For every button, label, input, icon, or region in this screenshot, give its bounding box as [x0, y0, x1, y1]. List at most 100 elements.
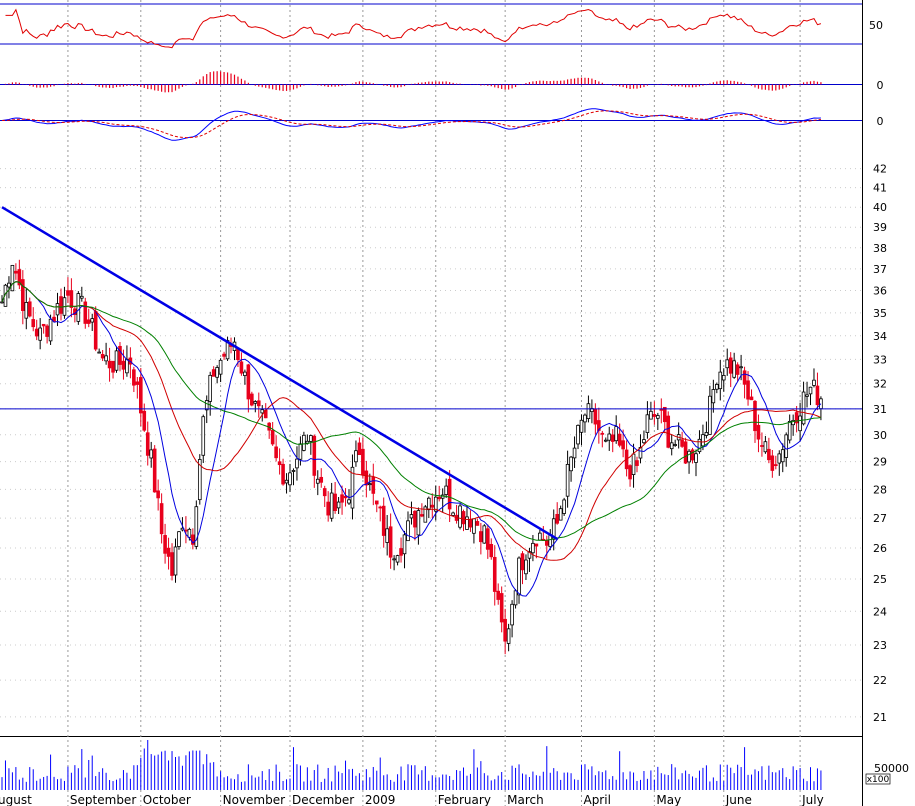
month-label: June	[725, 793, 752, 806]
panel-frames	[0, 0, 863, 806]
candle-body	[156, 490, 160, 499]
candle-body	[607, 433, 612, 441]
price-tick-label: 28	[873, 483, 887, 496]
signal-line	[1, 110, 821, 139]
candle-body	[416, 510, 421, 536]
candle-body	[715, 384, 719, 390]
candle-body	[555, 513, 559, 524]
candle-body	[135, 381, 140, 385]
candle-body	[114, 350, 119, 371]
candle-body	[152, 448, 157, 493]
candle-body	[510, 603, 514, 626]
candle-body	[479, 531, 483, 543]
candle-body	[780, 449, 785, 463]
candle-body	[395, 555, 400, 563]
candle-body	[413, 510, 417, 528]
price-tick-label: 25	[873, 573, 887, 586]
month-label: February	[438, 793, 491, 806]
candle-body	[475, 521, 480, 526]
candle-body	[246, 364, 251, 400]
candle-body	[24, 302, 29, 319]
candle-body	[586, 403, 591, 419]
candle-body	[361, 448, 365, 476]
candle-body	[83, 301, 88, 324]
candle-body	[270, 430, 275, 445]
candle-body	[388, 526, 393, 558]
candle-body	[746, 380, 750, 400]
month-label: April	[583, 793, 610, 806]
candle-body	[80, 295, 84, 299]
rsi-tick-label: 50	[869, 19, 883, 32]
overlays	[0, 206, 862, 540]
month-label: ugust	[0, 793, 32, 806]
candle-body	[600, 432, 605, 435]
candle-body	[201, 416, 206, 456]
candle-body	[430, 504, 435, 508]
candle-body	[701, 434, 705, 447]
candle-body	[499, 593, 504, 623]
candle-body	[694, 453, 698, 463]
candle-body	[93, 311, 98, 350]
candle-body	[635, 460, 639, 466]
candle-body	[274, 446, 278, 459]
candle-body	[121, 360, 126, 370]
candle-body	[204, 400, 209, 411]
candle-body	[392, 558, 396, 561]
candle-body	[298, 443, 303, 460]
candle-body	[531, 542, 535, 554]
candle-body	[718, 371, 723, 390]
candle-body	[628, 465, 632, 480]
candle-body	[86, 319, 91, 324]
candle-body	[250, 393, 254, 406]
candle-body	[10, 264, 15, 292]
candle-body	[173, 546, 178, 576]
candle-body	[517, 557, 521, 596]
candle-body	[708, 395, 712, 435]
candle-body	[558, 508, 563, 521]
candle-body	[211, 369, 216, 377]
month-label: 2009	[365, 793, 396, 806]
candle-body	[583, 414, 587, 423]
candle-body	[333, 493, 337, 512]
price-tick-label: 21	[873, 711, 887, 724]
candle-body	[711, 389, 716, 404]
candle-body	[732, 360, 736, 378]
candle-body	[485, 528, 490, 550]
candle-body	[735, 364, 740, 375]
candle-body	[756, 424, 761, 440]
candle-body	[458, 505, 462, 528]
candle-body	[690, 449, 695, 461]
candle-body	[642, 439, 646, 444]
candle-body	[437, 496, 442, 500]
price-tick-label: 41	[873, 182, 887, 195]
candle-body	[603, 439, 608, 442]
price-tick-label: 26	[873, 542, 887, 555]
candle-body	[97, 351, 101, 354]
candle-body	[669, 442, 674, 450]
candle-body	[138, 377, 143, 414]
candle-body	[191, 534, 195, 545]
candle-body	[222, 353, 226, 357]
candle-body	[374, 500, 379, 505]
candlesticks	[0, 259, 823, 655]
candle-body	[38, 327, 42, 341]
candle-body	[291, 470, 296, 472]
volume-panel	[1, 740, 822, 790]
candle-body	[315, 478, 320, 484]
price-tick-label: 35	[873, 307, 887, 320]
volume-multiplier-box	[865, 773, 891, 785]
candle-body	[805, 394, 809, 397]
candle-body	[763, 441, 768, 453]
candle-body	[340, 494, 344, 503]
price-tick-label: 38	[873, 242, 887, 255]
candle-body	[770, 455, 775, 471]
candle-body	[617, 433, 622, 446]
price-tick-label: 30	[873, 429, 887, 442]
month-label: November	[223, 793, 285, 806]
candle-body	[163, 535, 167, 554]
candle-body	[465, 516, 469, 530]
month-axis: ugust September October November December 200…	[0, 793, 824, 806]
candle-body	[420, 514, 424, 517]
price-tick-label: 29	[873, 456, 887, 469]
